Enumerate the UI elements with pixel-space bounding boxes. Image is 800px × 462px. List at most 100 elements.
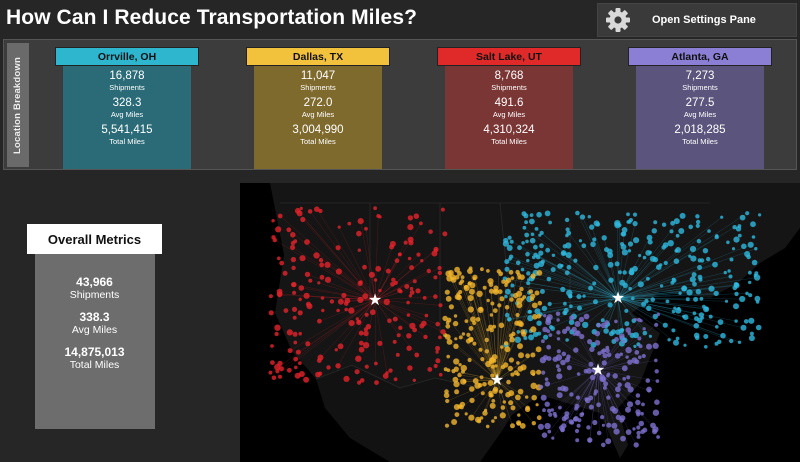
route-line: [374, 260, 398, 301]
shipment-dot: [502, 240, 509, 247]
shipment-dot: [575, 395, 581, 400]
map-canvas[interactable]: ★ ★ ★ ★: [240, 183, 800, 462]
shipment-dot: [615, 414, 622, 421]
distribution-center-star-icon[interactable]: ★: [368, 290, 382, 309]
shipment-dot: [489, 402, 496, 409]
shipment-dot: [627, 249, 632, 253]
shipment-dot: [468, 266, 473, 271]
route-line: [509, 258, 619, 299]
shipment-dot: [341, 292, 347, 298]
shipment-dot: [634, 350, 640, 355]
route-line: [496, 305, 500, 381]
shipment-dot: [525, 251, 530, 257]
shipment-dot: [392, 316, 398, 322]
shipment-dot: [466, 332, 471, 337]
shipment-dot: [735, 226, 742, 232]
shipment-dot: [579, 333, 585, 340]
route-line: [374, 270, 429, 301]
distribution-center-star-icon[interactable]: ★: [611, 288, 625, 307]
shipment-dot: [504, 346, 511, 353]
distribution-center-star-icon[interactable]: ★: [591, 360, 605, 379]
shipment-dot: [373, 206, 377, 211]
shipment-dot: [755, 300, 760, 304]
shipment-dot: [365, 323, 372, 330]
shipment-dot: [608, 277, 614, 283]
shipment-dot: [708, 285, 715, 292]
shipment-dot: [299, 255, 306, 262]
shipment-dot: [385, 371, 389, 375]
open-settings-pane-button[interactable]: Open Settings Pane: [597, 3, 797, 37]
shipment-map[interactable]: ★ ★ ★ ★: [240, 183, 800, 462]
location-total-miles-label: Total Miles: [109, 137, 145, 146]
location-card-salt-lake[interactable]: Salt Lake, UT 8,768 Shipments 491.6 Avg Mi…: [437, 47, 581, 169]
location-card-atlanta[interactable]: Atlanta, GA 7,273 Shipments 277.5 Avg Mile…: [628, 47, 772, 169]
route-line: [617, 288, 631, 299]
distribution-center-star-icon[interactable]: ★: [490, 370, 504, 389]
shipment-dot: [589, 374, 596, 381]
shipment-dot: [445, 295, 452, 302]
shipment-dot: [575, 210, 580, 216]
shipment-dot: [633, 318, 637, 322]
shipment-dot: [467, 357, 472, 363]
shipment-dot: [506, 245, 513, 251]
shipment-dot: [565, 252, 572, 259]
shipment-dot: [713, 290, 719, 297]
shipment-dot: [448, 304, 454, 310]
route-line: [465, 286, 498, 381]
route-line: [594, 239, 619, 299]
shipment-dot: [609, 406, 616, 412]
shipment-dot: [529, 213, 534, 217]
route-line: [617, 276, 731, 299]
shipment-dot: [561, 423, 567, 429]
shipment-dot: [717, 319, 724, 325]
shipment-dot: [529, 237, 536, 244]
route-line: [590, 287, 619, 299]
shipment-dot: [522, 295, 527, 299]
shipment-dot: [516, 372, 520, 377]
shipment-dot: [755, 324, 762, 331]
shipment-dot: [573, 416, 579, 422]
shipment-dot: [315, 371, 321, 378]
shipment-dot: [543, 334, 549, 340]
shipment-dot: [714, 341, 719, 346]
shipment-dot: [376, 214, 381, 218]
shipment-dot: [546, 314, 553, 321]
shipment-dot: [486, 298, 490, 303]
route-line: [597, 349, 629, 371]
shipment-dot: [407, 236, 414, 243]
shipment-dot: [526, 281, 531, 286]
shipment-dot: [544, 422, 551, 430]
shipment-dot: [726, 240, 730, 245]
shipment-dot: [292, 315, 297, 320]
route-line: [617, 297, 727, 302]
route-line: [448, 319, 498, 381]
shipment-dot: [492, 388, 498, 394]
shipment-dot: [271, 375, 277, 381]
route-line: [617, 293, 748, 299]
shipment-dot: [586, 368, 592, 374]
shipment-dot: [632, 427, 636, 431]
shipment-dot: [355, 317, 359, 321]
shipment-dot: [357, 296, 364, 303]
shipment-dot: [413, 213, 420, 219]
shipment-dot: [492, 324, 497, 329]
shipment-dot: [565, 338, 569, 342]
route-line: [617, 297, 743, 300]
shipment-dot: [324, 261, 331, 268]
shipment-dot: [469, 386, 475, 392]
shipment-dot: [569, 392, 574, 397]
shipment-dot: [531, 302, 538, 309]
shipment-dot: [427, 367, 433, 372]
shipment-dot: [516, 330, 521, 334]
shipment-dot: [528, 334, 535, 341]
route-line: [487, 329, 498, 381]
shipment-dot: [560, 286, 566, 292]
location-card-orrville[interactable]: Orrville, OH 16,878 Shipments 328.3 Avg Mi…: [55, 47, 199, 169]
location-card-dallas[interactable]: Dallas, TX 11,047 Shipments 272.0 Avg Mile…: [246, 47, 390, 169]
shipment-dot: [329, 299, 335, 304]
location-total-miles-value: 2,018,285: [674, 124, 726, 136]
shipment-dot: [373, 278, 378, 282]
shipment-dot: [275, 226, 282, 233]
shipment-dot: [459, 401, 466, 408]
shipment-dot: [595, 222, 601, 227]
